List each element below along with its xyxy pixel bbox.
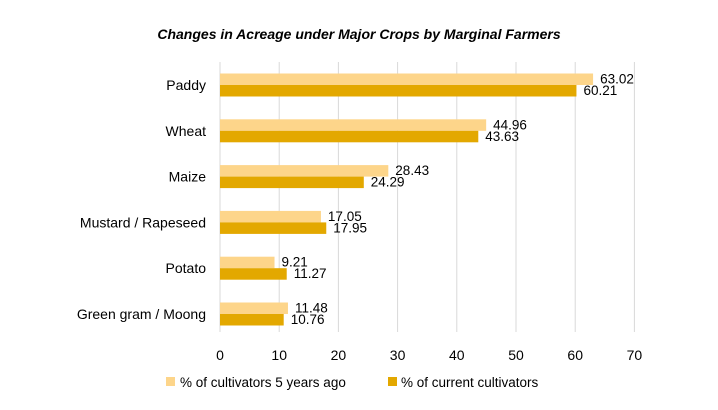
legend-swatch xyxy=(166,377,175,386)
grid-lines xyxy=(219,62,635,332)
x-tick-label: 50 xyxy=(508,347,524,363)
category-label: Green gram / Moong xyxy=(77,306,206,322)
data-label: 10.76 xyxy=(291,312,325,327)
data-label: 44.96 xyxy=(493,117,527,132)
category-label: Wheat xyxy=(166,123,207,139)
bar-current xyxy=(220,176,364,189)
x-tick-label: 40 xyxy=(449,347,465,363)
data-label: 9.21 xyxy=(282,255,308,270)
legend-label: % of current cultivators xyxy=(401,375,539,390)
bar-5-years-ago xyxy=(220,165,389,177)
data-label: 60.21 xyxy=(583,83,617,98)
data-label: 43.63 xyxy=(485,129,519,144)
bar-current xyxy=(220,268,287,280)
chart-title: Changes in Acreage under Major Crops by … xyxy=(157,26,560,42)
data-label: 17.95 xyxy=(333,220,367,235)
bar-current xyxy=(220,130,479,143)
bar-5-years-ago xyxy=(220,210,321,223)
category-label: Potato xyxy=(166,260,207,276)
category-labels: Paddy Wheat Maize Mustard / Rapeseed Potato G… xyxy=(77,77,206,322)
x-tick-labels: 0 10 20 30 40 50 60 70 xyxy=(216,347,642,363)
category-label: Mustard / Rapeseed xyxy=(80,214,206,230)
bar-current xyxy=(220,222,327,234)
data-label: 11.48 xyxy=(295,301,328,316)
data-label: 63.02 xyxy=(600,72,634,87)
x-tick-label: 10 xyxy=(271,347,287,363)
category-label: Maize xyxy=(169,169,207,185)
bar-5-years-ago xyxy=(220,302,288,314)
x-tick-label: 30 xyxy=(390,347,406,363)
bar-5-years-ago xyxy=(220,256,275,269)
legend-label: % of cultivators 5 years ago xyxy=(180,375,346,390)
data-label: 24.29 xyxy=(371,175,405,190)
bars xyxy=(220,73,594,326)
category-label: Paddy xyxy=(166,77,206,93)
bar-5-years-ago xyxy=(220,119,487,131)
legend-swatch xyxy=(388,377,397,386)
legend: % of cultivators 5 years ago % of current… xyxy=(166,375,539,390)
x-tick-label: 0 xyxy=(216,347,224,363)
data-label: 17.05 xyxy=(328,209,362,224)
data-label: 11.27 xyxy=(294,266,327,281)
x-tick-label: 70 xyxy=(627,347,643,363)
bar-current xyxy=(220,85,577,97)
data-label: 28.43 xyxy=(395,163,429,178)
bar-current xyxy=(220,314,284,326)
x-tick-label: 20 xyxy=(331,347,347,363)
x-tick-label: 60 xyxy=(567,347,583,363)
bar-5-years-ago xyxy=(220,73,594,85)
